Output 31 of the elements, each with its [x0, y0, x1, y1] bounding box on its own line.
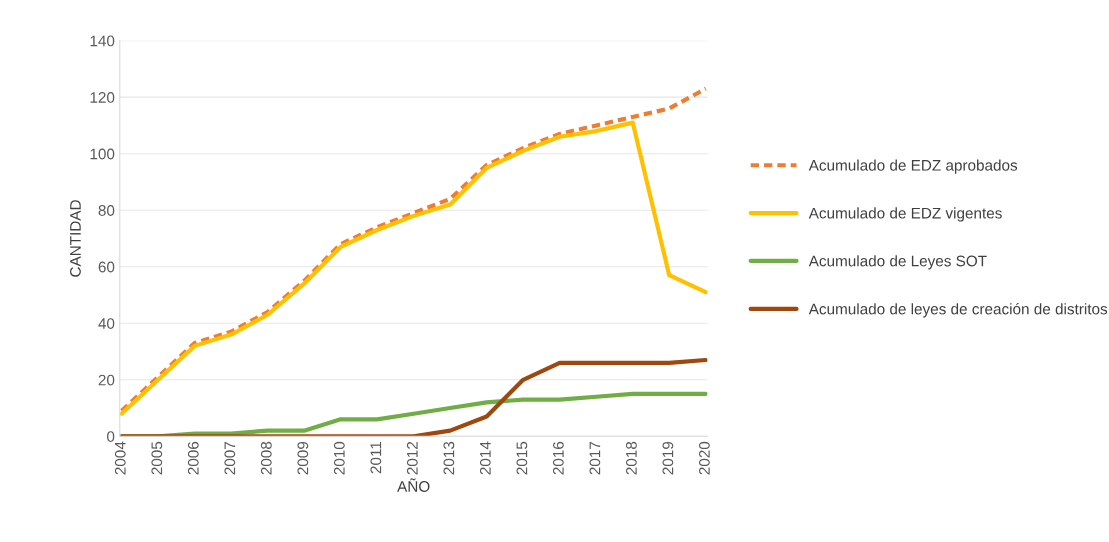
x-tick-label: 2010: [333, 441, 345, 475]
x-tick-label: 2015: [516, 441, 528, 475]
x-tick-label: 2020: [699, 441, 710, 475]
legend-label: Acumulado de EDZ vigentes: [808, 207, 1002, 222]
y-tick-label: 20: [98, 374, 115, 386]
y-tick-label: 80: [98, 205, 115, 216]
x-tick-label: 2014: [479, 441, 491, 475]
x-tick-label: 2013: [443, 441, 455, 475]
x-tick-label: 2007: [224, 441, 236, 475]
x-tick-label: 2009: [297, 441, 309, 475]
y-tick-label: 60: [98, 261, 115, 273]
x-tick-label: 2016: [552, 441, 564, 475]
x-tick-label: 2011: [370, 441, 382, 474]
y-axis-title: CANTIDAD: [70, 200, 81, 277]
legend-label: Acumulado de leyes de creación de distritos: [808, 303, 1108, 318]
x-tick-label: 2006: [187, 441, 199, 475]
x-tick-label: 2012: [406, 441, 418, 475]
legend-label: Acumulado de EDZ aprobados: [808, 159, 1018, 174]
x-tick-label: 2005: [151, 441, 163, 475]
y-tick-label: 0: [107, 431, 115, 442]
x-tick-label: 2004: [114, 441, 126, 475]
y-tick-label: 40: [98, 318, 115, 329]
x-axis-title: AÑO: [397, 478, 430, 492]
y-tick-label: 120: [90, 92, 115, 103]
x-tick-label: 2019: [662, 441, 674, 475]
x-tick-label: 2017: [589, 441, 601, 475]
y-tick-label: 140: [90, 35, 115, 47]
y-tick-label: 100: [90, 148, 115, 160]
x-tick-label: 2008: [260, 441, 272, 475]
x-tick-label: 2018: [625, 441, 637, 475]
legend-label: Acumulado de Leyes SOT: [808, 255, 987, 270]
